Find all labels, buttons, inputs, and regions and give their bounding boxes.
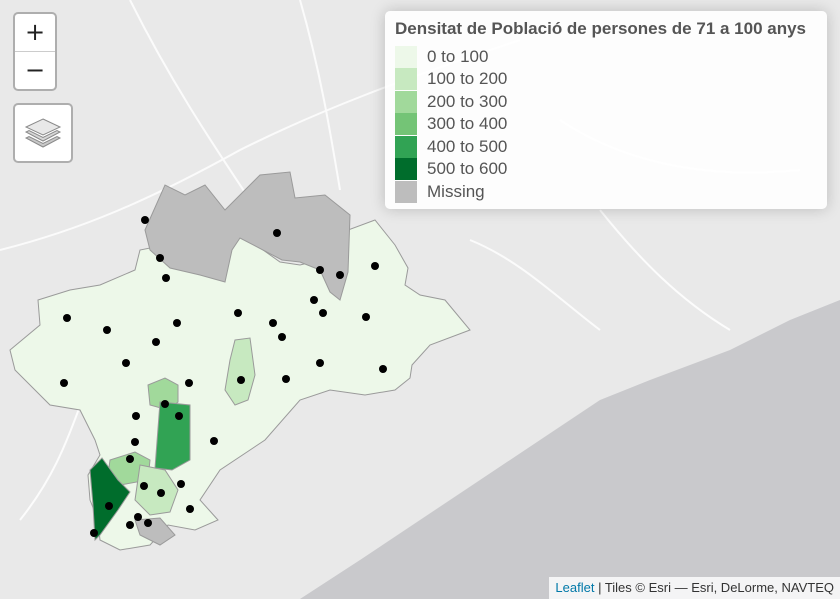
centroid-marker[interactable] bbox=[134, 513, 142, 521]
zoom-in-button[interactable]: + bbox=[15, 14, 55, 52]
centroid-marker[interactable] bbox=[186, 505, 194, 513]
zoom-out-button[interactable]: − bbox=[24, 56, 46, 84]
centroid-marker[interactable] bbox=[278, 333, 286, 341]
centroid-marker[interactable] bbox=[210, 437, 218, 445]
choropleth-regions bbox=[9, 171, 471, 551]
centroid-marker[interactable] bbox=[132, 412, 140, 420]
legend-swatch bbox=[395, 136, 417, 158]
centroid-marker[interactable] bbox=[282, 375, 290, 383]
region-200-300-a[interactable] bbox=[147, 377, 179, 411]
centroid-markers bbox=[60, 216, 387, 537]
legend-swatch bbox=[395, 181, 417, 203]
legend-swatch bbox=[395, 91, 417, 113]
centroid-marker[interactable] bbox=[319, 309, 327, 317]
legend-title: Densitat de Població de persones de 71 a… bbox=[395, 19, 807, 38]
centroid-marker[interactable] bbox=[122, 359, 130, 367]
legend-label: 0 to 100 bbox=[427, 47, 489, 66]
legend-label: Missing bbox=[427, 182, 485, 201]
centroid-marker[interactable] bbox=[90, 529, 98, 537]
attribution-bar: Leaflet | Tiles © Esri — Esri, DeLorme, … bbox=[549, 577, 840, 599]
region-strip-100-200[interactable] bbox=[224, 337, 256, 406]
layers-icon bbox=[24, 118, 62, 148]
centroid-marker[interactable] bbox=[140, 482, 148, 490]
legend-swatch bbox=[395, 158, 417, 180]
leaflet-link[interactable]: Leaflet bbox=[555, 580, 595, 595]
centroid-marker[interactable] bbox=[234, 309, 242, 317]
legend-swatch bbox=[395, 46, 417, 68]
centroid-marker[interactable] bbox=[310, 296, 318, 304]
centroid-marker[interactable] bbox=[336, 271, 344, 279]
centroid-marker[interactable] bbox=[273, 229, 281, 237]
centroid-marker[interactable] bbox=[185, 379, 193, 387]
centroid-marker[interactable] bbox=[126, 455, 134, 463]
centroid-marker[interactable] bbox=[371, 262, 379, 270]
centroid-marker[interactable] bbox=[173, 319, 181, 327]
layers-control-button[interactable] bbox=[13, 103, 73, 163]
centroid-marker[interactable] bbox=[161, 400, 169, 408]
centroid-marker[interactable] bbox=[175, 412, 183, 420]
region-missing-north[interactable] bbox=[144, 171, 351, 301]
legend-label: 100 to 200 bbox=[427, 69, 508, 88]
centroid-marker[interactable] bbox=[177, 480, 185, 488]
legend-swatch bbox=[395, 113, 417, 135]
centroid-marker[interactable] bbox=[152, 338, 160, 346]
region-500-600[interactable] bbox=[89, 457, 131, 542]
centroid-marker[interactable] bbox=[156, 254, 164, 262]
centroid-marker[interactable] bbox=[103, 326, 111, 334]
centroid-marker[interactable] bbox=[60, 379, 68, 387]
zoom-control: + − bbox=[13, 12, 57, 91]
centroid-marker[interactable] bbox=[126, 521, 134, 529]
centroid-marker[interactable] bbox=[144, 519, 152, 527]
region-400-500[interactable] bbox=[154, 401, 191, 471]
centroid-marker[interactable] bbox=[379, 365, 387, 373]
centroid-marker[interactable] bbox=[105, 502, 113, 510]
centroid-marker[interactable] bbox=[237, 376, 245, 384]
region-100-200-south[interactable] bbox=[134, 464, 179, 516]
centroid-marker[interactable] bbox=[141, 216, 149, 224]
basemap-sea bbox=[300, 300, 840, 599]
centroid-marker[interactable] bbox=[157, 489, 165, 497]
centroid-marker[interactable] bbox=[316, 266, 324, 274]
legend: Densitat de Població de persones de 71 a… bbox=[385, 11, 827, 209]
centroid-marker[interactable] bbox=[269, 319, 277, 327]
centroid-marker[interactable] bbox=[63, 314, 71, 322]
legend-label: 500 to 600 bbox=[427, 159, 508, 178]
centroid-marker[interactable] bbox=[162, 274, 170, 282]
centroid-marker[interactable] bbox=[131, 438, 139, 446]
centroid-marker[interactable] bbox=[362, 313, 370, 321]
legend-label: 300 to 400 bbox=[427, 114, 508, 133]
legend-swatch bbox=[395, 68, 417, 90]
centroid-marker[interactable] bbox=[316, 359, 324, 367]
legend-label: 200 to 300 bbox=[427, 92, 508, 111]
attribution-text: | Tiles © Esri — Esri, DeLorme, NAVTEQ bbox=[594, 580, 834, 595]
legend-label: 400 to 500 bbox=[427, 137, 508, 156]
